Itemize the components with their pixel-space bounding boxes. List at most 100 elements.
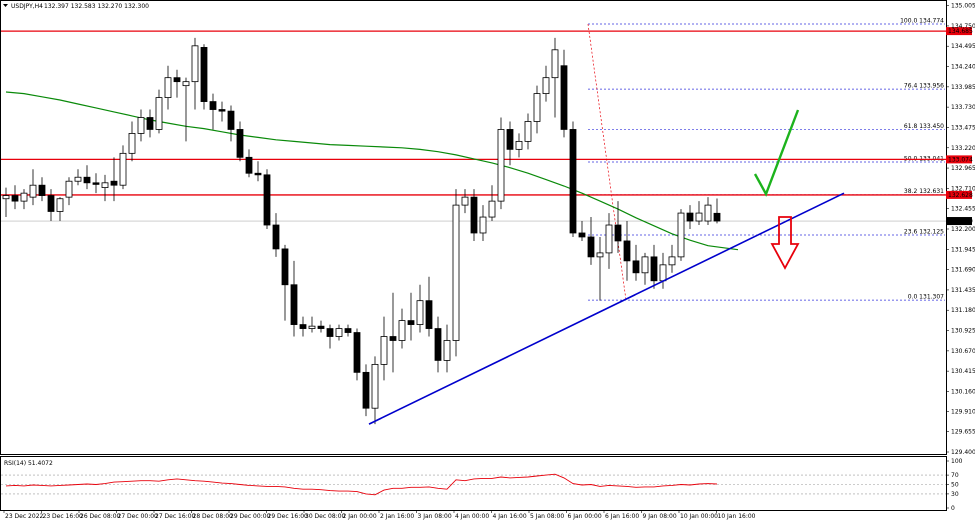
bull-candle	[542, 77, 550, 95]
current-price-tag	[946, 217, 972, 226]
bear-candle	[389, 336, 397, 341]
bull-candle	[596, 252, 604, 258]
bear-candle	[200, 47, 208, 102]
price-axis: 135.005 134.750 134.495 134.240 133.985 133.7…	[946, 3, 975, 456]
bull-candle	[119, 152, 127, 186]
time-tick-label: 10 Jan 16:00	[718, 513, 756, 520]
bear-candle	[353, 332, 361, 373]
fib-level-label: 0.0 131.307	[908, 294, 944, 301]
bear-candle	[470, 196, 478, 234]
rsi-tick-label: 70	[951, 472, 959, 479]
moving-average	[5, 91, 739, 251]
bull-candle	[452, 204, 460, 341]
time-tick-label: 9 Jan 08:00	[643, 513, 677, 520]
rsi-line	[5, 473, 718, 496]
bear-candle	[281, 248, 289, 286]
rsi-tick-label: 50	[951, 482, 959, 489]
bull-candle	[488, 200, 496, 218]
bear-candle	[713, 212, 721, 222]
price-level-label: 133.074	[948, 156, 973, 163]
bear-candle	[569, 129, 577, 234]
bear-candle	[317, 325, 325, 329]
time-tick-label: 27 Dec 16:00	[155, 513, 196, 520]
time-tick-label: 27 Dec 00:00	[118, 513, 159, 520]
bear-candle	[227, 110, 235, 130]
bear-candle	[146, 117, 154, 130]
main-panel-frame	[0, 0, 947, 455]
price-tick-label: 131.945	[951, 246, 975, 253]
current-price-label: 132.300	[948, 218, 973, 225]
fib-level-label: 100.0 134.774	[900, 17, 944, 24]
time-tick-label: 6 Jan 00:00	[568, 513, 602, 520]
bear-candle	[686, 212, 694, 222]
time-tick-label: 2 Jan 00:00	[343, 513, 377, 520]
fib-level-label: 23.6 132.125	[904, 228, 944, 235]
bull-candle	[308, 325, 316, 329]
rsi-tick-label: 100	[951, 458, 963, 465]
bear-candle	[362, 371, 370, 409]
price-tick-label: 130.925	[951, 328, 975, 335]
bull-candle	[668, 256, 676, 266]
bull-candle	[74, 176, 82, 182]
price-level-tag	[946, 155, 972, 164]
price-tick-label: 131.690	[951, 267, 975, 274]
time-tick-label: 29 Dec 00:00	[230, 513, 271, 520]
price-tick-label: 133.220	[951, 145, 975, 152]
bear-candle	[92, 182, 100, 185]
time-tick-label: 23 Dec 16:00	[43, 513, 84, 520]
candles	[2, 37, 721, 425]
fib-level-label: 76.4 133.956	[904, 83, 944, 90]
bull-candle	[182, 81, 190, 87]
bull-candle	[20, 192, 28, 202]
bull-candle	[551, 49, 559, 79]
bear-candle	[254, 172, 262, 176]
bull-candle	[137, 117, 145, 134]
rsi-tick-label: 30	[951, 491, 959, 498]
bear-candle	[407, 320, 415, 325]
bull-candle	[191, 45, 199, 83]
time-tick-label: 29 Dec 16:00	[268, 513, 309, 520]
time-tick-label: 10 Jan 00:00	[680, 513, 718, 520]
time-tick-label: 26 Dec 08:00	[80, 513, 121, 520]
bear-candle	[434, 328, 442, 361]
bull-candle	[164, 77, 172, 98]
price-tick-label: 134.750	[951, 23, 975, 30]
price-tick-label: 131.180	[951, 307, 975, 314]
price-tick-label: 133.730	[951, 104, 975, 111]
ohlc-label: 132.397 132.583 132.270 132.300	[44, 3, 149, 10]
time-tick-label: 3 Jan 08:00	[418, 513, 452, 520]
price-level-label: 134.685	[948, 28, 973, 35]
bull-candle	[695, 212, 703, 222]
trendline[interactable]	[368, 192, 845, 425]
bull-candle	[479, 216, 487, 234]
bear-candle	[11, 195, 19, 202]
bull-candle	[56, 198, 64, 212]
price-tick-label: 134.495	[951, 43, 975, 50]
bull-candle	[29, 184, 37, 198]
bear-candle	[245, 156, 253, 174]
price-tick-label: 133.985	[951, 84, 975, 91]
price-level-label: 132.628	[948, 192, 973, 199]
bear-candle	[650, 256, 658, 282]
bull-candle	[65, 180, 73, 198]
bear-candle	[587, 236, 595, 258]
price-tick-label: 129.400	[951, 449, 975, 456]
collapse-triangle-icon[interactable]	[3, 4, 8, 7]
price-tick-label: 131.435	[951, 287, 975, 294]
time-tick-label: 5 Jan 08:00	[530, 513, 564, 520]
rsi-tick-label: 0	[951, 505, 955, 512]
price-tick-label: 129.910	[951, 408, 975, 415]
bull-candle	[659, 264, 667, 282]
price-tick-label: 132.200	[951, 226, 975, 233]
price-tick-label: 130.160	[951, 388, 975, 395]
bull-candle	[398, 320, 406, 341]
bear-candle	[272, 224, 280, 250]
bear-candle	[299, 324, 307, 329]
price-tick-label: 132.455	[951, 206, 975, 213]
price-tick-label: 130.670	[951, 348, 975, 355]
bear-candle	[326, 328, 334, 337]
bearish-down-arrow	[770, 216, 800, 270]
fib-diagonal-line	[587, 23, 627, 301]
